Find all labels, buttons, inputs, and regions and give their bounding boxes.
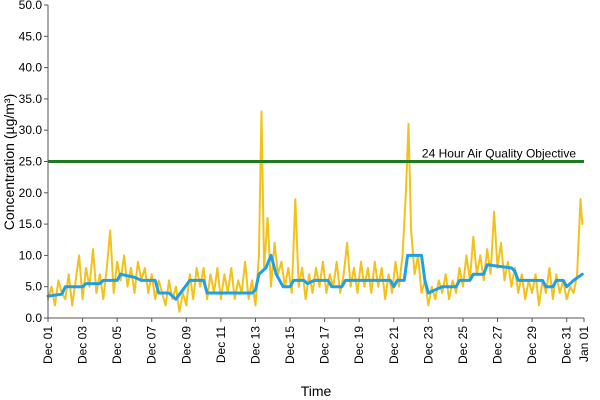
series-line-2 <box>46 253 584 301</box>
x-tick-label: Dec 17 <box>318 326 332 364</box>
x-tick-label: Dec 09 <box>179 326 193 364</box>
series-line-1 <box>47 110 584 313</box>
x-tick-label: Dec 07 <box>145 326 159 364</box>
x-tick-label: Dec 21 <box>387 326 401 364</box>
x-tick-label: Dec 03 <box>76 326 90 364</box>
series-layer <box>46 110 584 313</box>
y-tick-label: 45.0 <box>19 29 43 43</box>
y-tick-label: 5.0 <box>25 280 42 294</box>
y-tick-label: 15.0 <box>19 217 43 231</box>
x-tick-label: Dec 25 <box>456 326 470 364</box>
y-axis-title: Concentration (µg/m³) <box>1 94 17 230</box>
reference-layer: 24 Hour Air Quality Objective <box>48 147 584 163</box>
y-tick-label: 0.0 <box>25 311 42 325</box>
y-tick-label: 25.0 <box>19 155 43 169</box>
y-tick-label: 40.0 <box>19 61 43 75</box>
x-tick-label: Dec 31 <box>560 326 574 364</box>
y-tick-label: 30.0 <box>19 123 43 137</box>
y-tick-label: 50.0 <box>19 0 43 12</box>
x-tick-label: Dec 13 <box>249 326 263 364</box>
x-tick-label: Dec 11 <box>214 326 228 363</box>
x-tick-label: Dec 01 <box>41 326 55 364</box>
x-tick-label: Dec 23 <box>421 326 435 364</box>
x-tick-label: Dec 19 <box>352 326 366 364</box>
air-quality-objective-label: 24 Hour Air Quality Objective <box>422 147 576 161</box>
x-tick-label: Dec 15 <box>283 326 297 364</box>
y-tick-label: 35.0 <box>19 92 43 106</box>
y-tick-label: 20.0 <box>19 186 43 200</box>
y-tick-label: 10.0 <box>19 248 43 262</box>
x-tick-layer: Dec 01 Dec 03 Dec 05 Dec 07 Dec 09 Dec 11 Dec … <box>41 318 591 364</box>
x-axis-title: Time <box>301 383 332 399</box>
x-tick-label: Dec 27 <box>491 326 505 364</box>
x-tick-label: Dec 29 <box>525 326 539 364</box>
x-tick-label: Dec 05 <box>110 326 124 364</box>
x-tick-label: Jan 01 <box>577 326 591 362</box>
y-tick-layer: 0.0 5.0 10.0 15.0 20.0 25.0 30.0 35.0 40.0 45.0 50… <box>19 0 48 325</box>
